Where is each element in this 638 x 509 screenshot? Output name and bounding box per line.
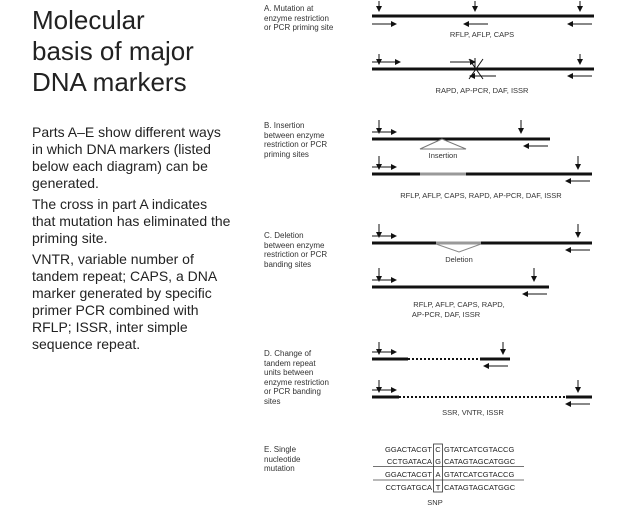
sequence-snp-base: T: [436, 483, 441, 492]
panel-b-label-line: between enzyme: [264, 130, 325, 140]
panel-a-label-line: or PCR priming site: [264, 23, 334, 33]
page-title: Molecular basis of major DNA markers: [32, 5, 194, 98]
sequence-right: GTATCATCGTACCG: [444, 445, 514, 454]
panel-a-markers-1: RFLP, AFLP, CAPS: [450, 30, 514, 39]
deletion-marker: [435, 243, 482, 253]
sequence-left: CCTGATACA: [387, 457, 432, 466]
sequence-left: GGACTACGT: [385, 470, 432, 479]
insertion-triangle: [419, 138, 467, 150]
description: Parts A–E show different ways in which D…: [32, 124, 232, 357]
panel-c-markers-1: RFLP, AFLP, CAPS, RAPD,: [413, 300, 504, 309]
panel-b-label-line: restriction or PCR: [264, 140, 328, 150]
panel-e-label-line: mutation: [264, 464, 295, 474]
panel-c-label-line: between enzyme: [264, 240, 325, 250]
panel-a-markers-2: RAPD, AP-PCR, DAF, ISSR: [436, 86, 530, 95]
panel-e-label: E. Single nucleotide mutation: [264, 445, 354, 474]
sequence-snp-base: G: [435, 457, 441, 466]
panel-a-label: A. Mutation at enzyme restriction or PCR…: [264, 4, 354, 33]
panel-a-diagram: RFLP, AFLP, CAPS RAPD, AP-PCR, DAF, ISSR: [372, 1, 594, 95]
description-paragraph: Parts A–E show different ways in which D…: [32, 124, 221, 191]
panel-b-label-line: priming sites: [264, 149, 309, 159]
panel-a-label-line: A. Mutation at: [264, 4, 314, 13]
sequence-left: CCTGATGCA: [385, 483, 432, 492]
panel-d-label-line: D. Change of: [264, 349, 312, 358]
panel-c-label-line: C. Deletion: [264, 231, 304, 240]
panel-e-label-line: E. Single: [264, 445, 297, 454]
sequence-right: GTATCATCGTACCG: [444, 470, 514, 479]
panel-d-label: D. Change of tandem repeat units between…: [264, 349, 354, 407]
panel-c-label-line: banding sites: [264, 259, 312, 269]
title-line: Molecular: [32, 5, 145, 35]
panel-d-label-line: units between: [264, 368, 314, 378]
panel-c-diagram: Deletion RFLP, AFLP, CAPS, RAPD, AP-PCR,…: [372, 224, 592, 319]
sequence-snp-base: A: [435, 470, 440, 479]
description-paragraph: The cross in part A indicates that mutat…: [32, 196, 231, 246]
insertion-label: Insertion: [429, 151, 458, 160]
panel-b-label-line: B. Insertion: [264, 121, 305, 130]
panel-b-label: B. Insertion between enzyme restriction …: [264, 121, 354, 159]
snp-label: SNP: [427, 498, 442, 507]
panel-d-markers: SSR, VNTR, ISSR: [442, 408, 504, 417]
panel-e-sequences: GGACTACGT C GTATCATCGTACCG CCTGATACA G C…: [373, 443, 524, 507]
panel-c-label-line: restriction or PCR: [264, 250, 328, 260]
title-line: DNA markers: [32, 67, 187, 97]
snp-highlight-box: [433, 443, 443, 493]
sequence-right: CATAGTAGCATGGC: [444, 457, 516, 466]
deletion-label: Deletion: [445, 255, 473, 264]
panel-d-label-line: enzyme restriction: [264, 377, 329, 387]
sequence-snp-base: C: [435, 445, 441, 454]
panel-b-diagram: Insertion RFLP, AFLP, CAPS, RAPD, AP-PCR…: [372, 120, 592, 200]
panel-c-label: C. Deletion between enzyme restriction o…: [264, 231, 354, 269]
panel-d-diagram: SSR, VNTR, ISSR: [372, 342, 592, 417]
panel-b-markers: RFLP, AFLP, CAPS, RAPD, AP-PCR, DAF, ISS…: [400, 191, 562, 200]
sequence-left: GGACTACGT: [385, 445, 432, 454]
sequence-right: CATAGTAGCATGGC: [444, 483, 516, 492]
panel-d-label-line: tandem repeat: [264, 358, 316, 368]
panel-d-label-line: or PCR banding: [264, 387, 321, 397]
panel-a-label-line: enzyme restriction: [264, 13, 329, 23]
title-line: basis of major: [32, 36, 194, 66]
panel-c-markers-2: AP-PCR, DAF, ISSR: [412, 310, 481, 319]
panel-e-label-line: nucleotide: [264, 454, 301, 464]
panel-d-label-line: sites: [264, 396, 281, 406]
description-paragraph: VNTR, variable number of tandem repeat; …: [32, 251, 217, 352]
